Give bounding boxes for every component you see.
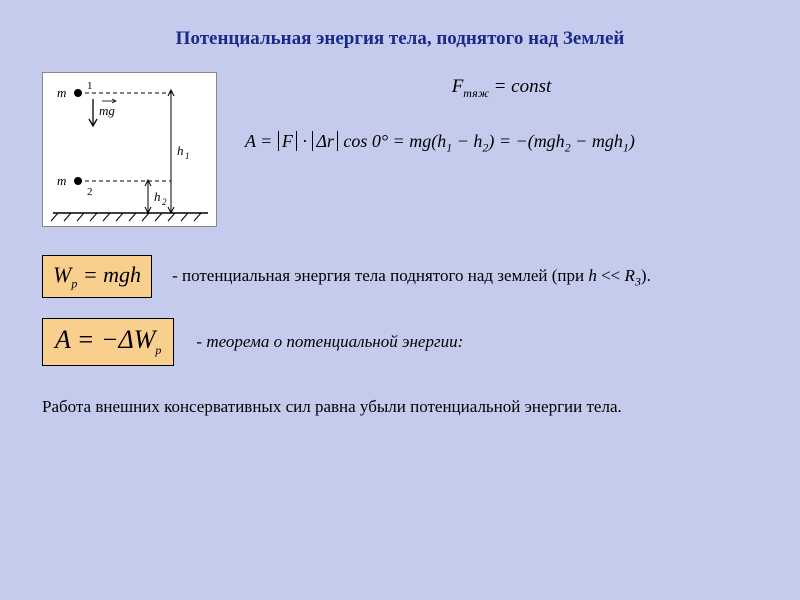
svg-text:2: 2 (87, 186, 93, 198)
row-diagram-equations: h 1 h 2 m 1 mg m (42, 72, 758, 227)
svg-text:2: 2 (162, 197, 167, 207)
svg-text:1: 1 (185, 151, 190, 161)
formula-wp-mgh: Wp = mgh (42, 255, 152, 298)
row-formula2: A = −ΔWp - теорема о потенциальной энерг… (42, 318, 758, 365)
m1-label: m (57, 85, 66, 100)
m2-label: m (57, 173, 66, 188)
desc-potential-energy: - потенциальная энергия тела поднятого н… (172, 264, 651, 290)
svg-text:mg: mg (99, 103, 115, 118)
row-formula1: Wp = mgh - потенциальная энергия тела по… (42, 255, 758, 298)
svg-text:1: 1 (87, 80, 93, 92)
physics-diagram: h 1 h 2 m 1 mg m (42, 72, 217, 227)
page-title: Потенциальная энергия тела, поднятого на… (42, 28, 758, 50)
final-statement: Работа внешних консервативных сил равна … (42, 394, 758, 420)
formula-a-dw: A = −ΔWp (42, 318, 174, 365)
eq-work: A = F · Δr cos 0° = mg(h1 − h2) = −(mgh2… (245, 131, 758, 156)
svg-text:h: h (154, 189, 161, 204)
h1-label: h (177, 143, 184, 158)
eq-const: Fтяж = const (245, 76, 758, 101)
desc-theorem: - теорема о потенциальной энергии: (196, 332, 463, 352)
